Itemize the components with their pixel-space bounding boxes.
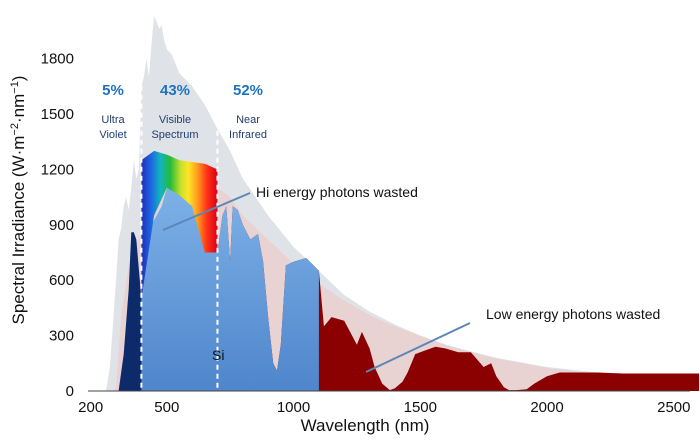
nir-percent: 52% — [233, 82, 263, 99]
y-tick-label: 1500 — [41, 106, 74, 123]
x-tick-label: 2000 — [530, 399, 563, 416]
uv-label-line2: Violet — [99, 129, 126, 141]
x-tick-label: 2500 — [657, 399, 690, 416]
x-tick-label: 1000 — [277, 399, 310, 416]
uv-percent: 5% — [102, 82, 124, 99]
hi-energy-label: Hi energy photons wasted — [256, 184, 418, 200]
low-energy-label: Low energy photons wasted — [486, 306, 660, 322]
uv-label-line1: Ultra — [101, 114, 125, 126]
y-tick-label: 300 — [49, 328, 74, 345]
x-tick-label: 1500 — [404, 399, 437, 416]
y-tick-label: 1200 — [41, 161, 74, 178]
hi-energy-pointer — [162, 192, 251, 231]
si-absorbed-area — [141, 178, 319, 391]
visible-label-line2: Spectrum — [151, 129, 198, 141]
visible-label-line1: Visible — [159, 114, 191, 126]
y-tick-label: 600 — [49, 272, 74, 289]
x-tick-label: 200 — [78, 399, 103, 416]
low-energy-pointer — [365, 322, 471, 373]
y-tick-label: 900 — [49, 217, 74, 234]
x-tick-label: 500 — [154, 399, 179, 416]
visible-band-wasted — [141, 150, 218, 299]
y-tick-label: 0 — [66, 383, 74, 400]
visible-percent: 43% — [160, 82, 190, 99]
y-tick-label: 1800 — [41, 51, 74, 68]
y-tick-labels: 0 300 600 900 1200 1500 1800 — [41, 51, 74, 401]
y-axis-title: Spectral Irradiance (W·m−2·nm−1) — [9, 76, 28, 325]
x-axis-title: Wavelength (nm) — [301, 416, 430, 435]
nir-label-line2: Infrared — [229, 129, 267, 141]
nir-label-line1: Near — [236, 114, 260, 126]
si-label: Si — [212, 347, 224, 363]
uv-absorbed-area — [118, 232, 142, 391]
series-layer — [105, 16, 700, 391]
low-energy-wasted-area — [217, 206, 700, 391]
x-tick-labels: 200 500 1000 1500 2000 2500 — [78, 399, 690, 416]
